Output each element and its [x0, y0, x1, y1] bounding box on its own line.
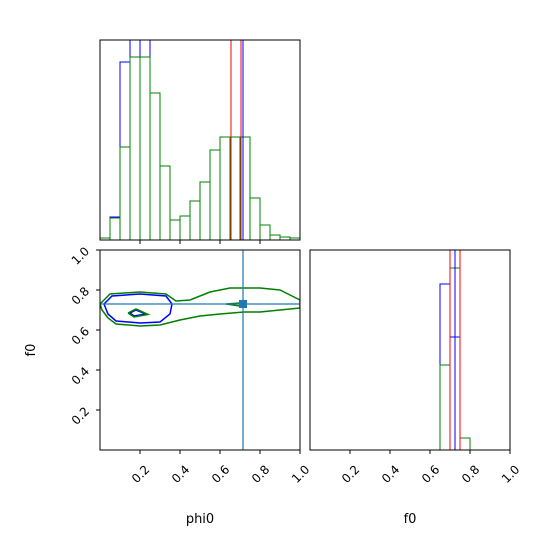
hist-bar	[109, 217, 121, 240]
plot-area	[100, 40, 300, 240]
hist-bar	[209, 149, 221, 240]
hist-bar	[129, 40, 141, 240]
x-tick-label: 1.0	[289, 462, 312, 485]
x-tick-label: 0.4	[379, 462, 402, 485]
hist-bar	[129, 56, 141, 240]
axes-frame	[309, 249, 511, 451]
hist-bar	[439, 364, 451, 450]
hist-bar	[119, 146, 131, 240]
hist-bar	[119, 61, 131, 240]
hist-bar	[179, 215, 191, 240]
x-tick-label: 0.6	[419, 462, 442, 485]
x-tick-label: 1.0	[499, 462, 522, 485]
x-tick-label: 0.8	[459, 462, 482, 485]
y-tick-label: 0.6	[69, 324, 92, 347]
contour	[100, 287, 300, 327]
hist-bar	[459, 437, 471, 450]
x-tick-label: 0.6	[209, 462, 232, 485]
y-tick-label: 1.0	[69, 244, 92, 267]
hist-bar	[139, 40, 151, 240]
y-tick-label: 0.2	[69, 404, 92, 427]
axes-frame	[99, 249, 301, 451]
hist-bar	[239, 136, 251, 240]
x-tick-label: 0.2	[129, 462, 152, 485]
hist-bar	[139, 56, 151, 240]
hist-bar	[189, 200, 201, 240]
x-axis-label: f0	[404, 512, 417, 527]
x-tick-label: 0.8	[249, 462, 272, 485]
contour	[103, 293, 173, 324]
plot-area	[439, 250, 471, 450]
axes-frame	[99, 39, 301, 241]
y-tick-label: 0.8	[69, 284, 92, 307]
hist-bar	[249, 197, 261, 240]
hist-bar	[259, 224, 271, 240]
contour	[127, 308, 151, 318]
x-tick-label: 0.4	[169, 462, 192, 485]
hist-bar	[159, 165, 171, 240]
hist-bar	[289, 237, 300, 240]
hist-bar	[219, 136, 231, 240]
hist-bar	[199, 181, 211, 240]
hist-bar	[109, 216, 121, 240]
truth-marker	[239, 300, 247, 308]
x-axis-label: phi0	[186, 512, 214, 527]
x-tick-label: 0.2	[339, 462, 362, 485]
hist-bar	[439, 283, 451, 450]
hist-bar	[269, 234, 281, 240]
plot-area	[100, 250, 300, 450]
y-tick-label: 0.4	[69, 364, 92, 387]
hist-bar	[169, 219, 181, 240]
hist-bar	[149, 92, 161, 240]
y-axis-label: f0	[24, 344, 39, 357]
